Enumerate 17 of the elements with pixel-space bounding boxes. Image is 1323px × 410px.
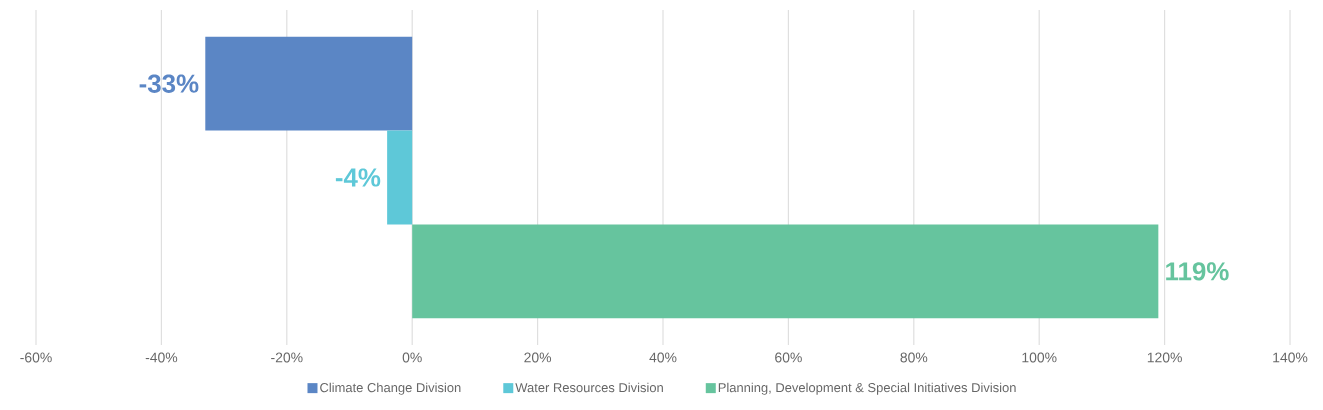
legend-label: Planning, Development & Special Initiatives Division: [718, 382, 1016, 395]
legend-label: Water Resources Division: [515, 382, 663, 393]
x-tick-label: 0%: [402, 352, 422, 363]
x-tick-label: 60%: [775, 352, 802, 363]
data-label: -33%: [139, 74, 199, 93]
x-tick-label: 120%: [1147, 352, 1182, 363]
x-tick-label: -20%: [271, 352, 303, 363]
x-tick-label: 20%: [524, 352, 552, 363]
x-tick-label: 80%: [900, 352, 928, 363]
x-tick-label: -60%: [20, 352, 52, 363]
x-tick-label: -40%: [145, 352, 178, 363]
data-label: 119%: [1166, 262, 1229, 281]
x-tick-label: 40%: [649, 352, 677, 363]
x-tick-label: 140%: [1273, 352, 1308, 363]
x-tick-label: 100%: [1022, 352, 1057, 363]
legend-label: Climate Change Division: [320, 382, 461, 395]
data-label: -4%: [335, 168, 381, 187]
